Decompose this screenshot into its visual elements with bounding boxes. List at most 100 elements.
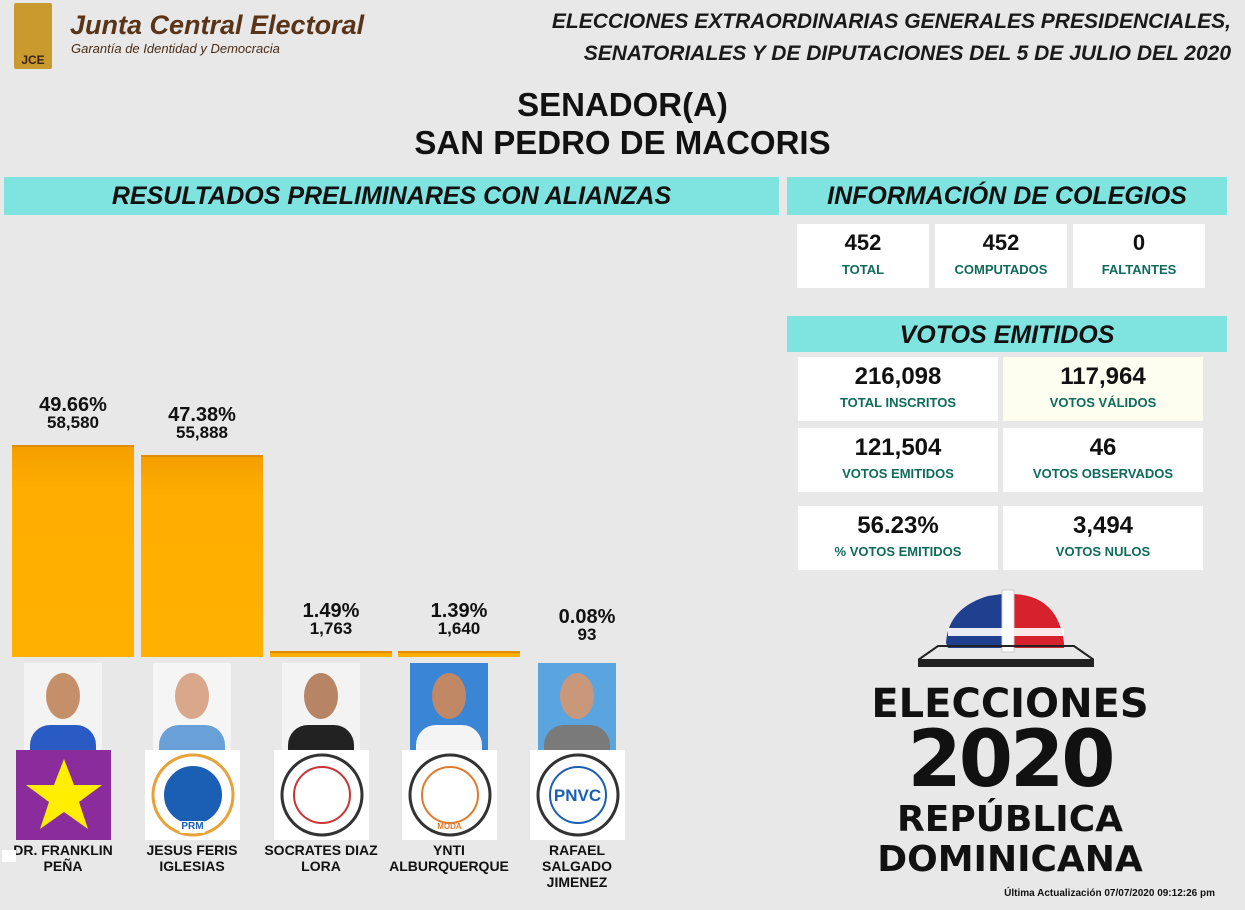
- votes-label: 93: [577, 625, 597, 644]
- face: [304, 673, 338, 719]
- body: [288, 725, 354, 751]
- votos-heading: VOTOS EMITIDOS: [787, 316, 1227, 352]
- card-value: 121,504: [854, 434, 942, 461]
- name-line: DR. FRANKLIN: [13, 842, 113, 858]
- body: [544, 725, 610, 751]
- name-line: SALGADO: [542, 858, 612, 874]
- prm-label-background: [179, 821, 206, 833]
- body: [416, 725, 482, 751]
- card-value: 3,494: [1072, 512, 1134, 539]
- party-abbreviation: PNVC: [553, 786, 602, 805]
- candidate-name: RAFAEL SALGADO JIMENEZ: [512, 842, 642, 890]
- candidate-photo: [282, 663, 360, 751]
- name-line: LORA: [301, 858, 341, 874]
- ballot-box-flag-logo: [914, 588, 1098, 668]
- votes-label: 58,580: [47, 413, 99, 432]
- face: [46, 673, 80, 719]
- results-heading: RESULTADOS PRELIMINARES CON ALIANZAS: [4, 177, 779, 215]
- body: [30, 725, 96, 751]
- party-logo-prm: PRM: [145, 750, 240, 840]
- colegios-card: 0 FALTANTES: [1073, 224, 1205, 288]
- name-line: JESUS FERIS: [146, 842, 238, 858]
- percent-label: 0.08%: [558, 606, 616, 628]
- party-logo-moda: MODA: [402, 750, 497, 840]
- card-label: TOTAL: [841, 262, 885, 277]
- card-value: 117,964: [1060, 363, 1146, 390]
- candidate-name: SOCRATES DIAZ LORA: [256, 842, 386, 874]
- page-title: SENADOR(A) SAN PEDRO DE MACORIS: [414, 86, 831, 161]
- jce-logo: JCE: [14, 3, 52, 69]
- bar-pld: [12, 445, 134, 657]
- card-value: 452: [982, 230, 1020, 255]
- candidate-photo: [410, 663, 488, 751]
- bar-label: 1.39% 1,640: [394, 600, 524, 639]
- name-line: ALBURQUERQUE: [389, 858, 509, 874]
- votos-card: 117,964 VOTOS VÁLIDOS: [1003, 357, 1203, 421]
- candidate-photo: [538, 663, 616, 751]
- party-logo-pnvc: PNVC: [530, 750, 625, 840]
- card-label: FALTANTES: [1101, 262, 1177, 277]
- candidate-photo: [153, 663, 231, 751]
- org-name: Junta Central Electoral: [70, 10, 365, 40]
- bar-prm: [141, 454, 263, 657]
- election-title: ELECCIONES EXTRAORDINARIAS GENERALES PRE…: [551, 10, 1231, 65]
- brand-dominicana: DOMINICANA: [877, 839, 1143, 880]
- face: [175, 673, 209, 719]
- card-value: 0: [1132, 230, 1146, 255]
- org-tagline: Garantía de Identidad y Democracia: [71, 41, 280, 56]
- brand-republica: REPÚBLICA: [897, 799, 1123, 840]
- bar-label: 1.49% 1,763: [266, 599, 396, 638]
- percent-label: 1.49%: [302, 599, 360, 622]
- colegios-card: 452 TOTAL: [797, 224, 929, 288]
- candidate-photo: [24, 663, 102, 751]
- votos-card: 46 VOTOS OBSERVADOS: [1003, 428, 1203, 492]
- card-value: 216,098: [854, 363, 942, 390]
- percent-label: 49.66%: [39, 394, 107, 416]
- card-value: 46: [1089, 434, 1117, 461]
- card-label: % VOTOS EMITIDOS: [834, 544, 962, 559]
- card-label: VOTOS EMITIDOS: [842, 466, 954, 481]
- card-value: 56.23%: [857, 512, 939, 539]
- party-logo-bis: [274, 750, 369, 840]
- brand-year: 2020: [907, 715, 1115, 805]
- bar-label: 0.08% 93: [522, 606, 652, 644]
- party-abbreviation: MODA: [437, 822, 462, 831]
- face: [560, 673, 594, 719]
- last-update: Última Actualización 07/07/2020 09:12:26…: [1004, 888, 1215, 899]
- card-label: COMPUTADOS: [954, 262, 1048, 277]
- votes-label: 1,763: [309, 618, 353, 638]
- party-logo-pld: [16, 750, 111, 840]
- bar-moda: [398, 651, 520, 657]
- card-label: TOTAL INSCRITOS: [839, 395, 957, 410]
- card-label: VOTOS VÁLIDOS: [1049, 395, 1157, 410]
- candidate-name: JESUS FERIS IGLESIAS: [127, 842, 257, 874]
- colegios-heading: INFORMACIÓN DE COLEGIOS: [787, 177, 1227, 215]
- card-label: VOTOS NULOS: [1055, 544, 1151, 559]
- votes-label: 1,640: [437, 619, 481, 639]
- bar-label: 47.38% 55,888: [137, 403, 267, 442]
- name-line: SOCRATES DIAZ: [264, 842, 378, 858]
- bar-bis: [270, 650, 392, 657]
- bar-label: 49.66% 58,580: [8, 394, 138, 432]
- percent-label: 47.38%: [168, 403, 236, 426]
- candidate-name: DR. FRANKLIN PEÑA: [0, 842, 128, 874]
- votos-card: 121,504 VOTOS EMITIDOS: [798, 428, 998, 492]
- brand-elecciones: ELECCIONES: [871, 681, 1149, 727]
- legend-swatch: [2, 850, 16, 862]
- votos-card: 216,098 TOTAL INSCRITOS: [798, 357, 998, 421]
- name-line: PEÑA: [43, 858, 83, 874]
- name-line: YNTI: [433, 842, 465, 858]
- card-value: 452: [844, 230, 882, 255]
- votes-label: 55,888: [176, 422, 228, 442]
- name-line: IGLESIAS: [159, 858, 225, 874]
- party-abbreviation: PRM: [181, 821, 204, 832]
- votos-card: 56.23% % VOTOS EMITIDOS: [798, 506, 998, 570]
- percent-label: 1.39%: [430, 600, 488, 623]
- card-label: VOTOS OBSERVADOS: [1032, 466, 1174, 481]
- name-line: JIMENEZ: [546, 874, 608, 890]
- body: [159, 725, 225, 751]
- face: [432, 673, 466, 719]
- name-line: RAFAEL: [549, 842, 605, 858]
- candidate-name: YNTI ALBURQUERQUE: [384, 842, 514, 874]
- colegios-card: 452 COMPUTADOS: [935, 224, 1067, 288]
